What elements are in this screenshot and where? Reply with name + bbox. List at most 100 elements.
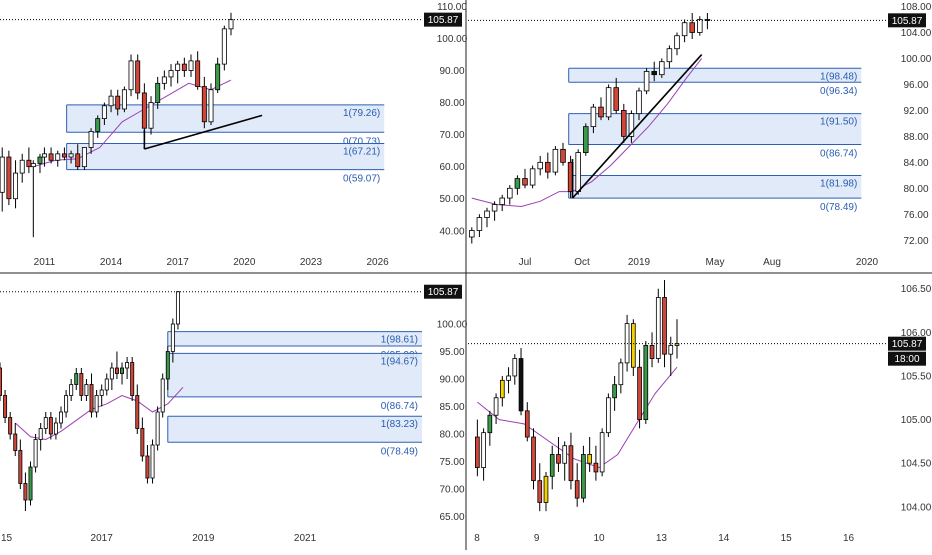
candle <box>598 97 604 121</box>
candle <box>148 96 154 135</box>
candle <box>556 437 561 472</box>
candle-body <box>697 19 703 33</box>
fib-bottom-label: 0(86.74) <box>820 149 857 160</box>
candle-body <box>41 153 47 158</box>
candle <box>537 463 543 512</box>
candle <box>697 16 703 36</box>
candle-body <box>476 217 483 231</box>
fib-zone <box>568 68 862 83</box>
candle <box>43 412 48 434</box>
time-tick-label: 2020 <box>233 257 256 268</box>
candle <box>491 201 498 221</box>
candle-body <box>491 204 498 212</box>
candle <box>674 32 680 56</box>
candle <box>8 412 13 440</box>
candle <box>651 61 657 82</box>
price-tick-label: 105.00 <box>901 415 932 426</box>
candle <box>649 332 655 368</box>
time-axis[interactable]: Jul Oct 2019 May Aug 2020 <box>519 257 879 268</box>
time-tick-label: 2017 <box>167 257 190 268</box>
fib-zone <box>167 416 422 443</box>
panel-top-right[interactable]: 1(98.48) 0(96.34) 1(91.50) 0(86.74) 1(81.98)… <box>468 2 932 268</box>
candle-body <box>108 95 114 107</box>
candle-body <box>643 71 650 92</box>
candle <box>84 379 89 401</box>
candle <box>108 89 114 113</box>
candle <box>476 214 483 238</box>
plot-area: 1(79.26) 0(70.73)1(67.21) 0(59.07) <box>0 12 385 238</box>
candle-body <box>674 35 680 50</box>
time-axis[interactable]: 2011 2014 2017 2020 2023 2026 <box>34 257 389 268</box>
panel-top-left[interactable]: 1(79.26) 0(70.73)1(67.21) 0(59.07) 40.00 50.… <box>0 2 468 268</box>
candle <box>195 51 201 90</box>
candle-body <box>674 343 680 346</box>
candle-body <box>121 89 127 110</box>
price-tick-label: 80.00 <box>903 184 928 195</box>
trend-line[interactable] <box>571 54 703 199</box>
candle <box>101 102 107 125</box>
candle <box>560 142 566 166</box>
candle-body <box>668 345 674 355</box>
candle-body <box>170 323 175 352</box>
price-tick-label: 106.50 <box>901 284 932 295</box>
price-tick-label: 110.00 <box>437 2 467 13</box>
panel-bottom-right[interactable]: 104.00 104.50 105.00 105.50 106.00 106.50 105.… <box>468 280 932 544</box>
time-axis[interactable]: 8 9 10 13 14 15 16 <box>474 533 854 544</box>
time-tick-label: 2019 <box>192 533 215 544</box>
candle <box>145 445 150 484</box>
candle <box>574 463 580 507</box>
price-axis[interactable]: 40.00 50.00 60.00 70.00 80.00 90.00 100.00 110.… <box>437 2 468 237</box>
candle <box>221 25 227 71</box>
candle-body <box>201 86 207 123</box>
candle <box>0 147 5 212</box>
candle-body <box>140 428 145 457</box>
candle <box>41 147 47 167</box>
candle-body <box>181 63 187 71</box>
candle-body <box>61 153 67 158</box>
time-axis[interactable]: 15 2017 2019 2021 <box>1 533 317 544</box>
time-tick-label: Aug <box>763 257 781 268</box>
price-axis[interactable]: 72.00 76.00 80.00 84.00 88.00 92.00 96.00 100.0… <box>901 2 932 247</box>
price-axis[interactable]: 104.00 104.50 105.00 105.50 106.00 106.50 <box>901 284 932 513</box>
candle-body <box>507 187 513 199</box>
countdown-tag-label: 18:00 <box>894 354 919 365</box>
candle <box>23 472 28 511</box>
candle <box>48 412 53 440</box>
candle <box>493 393 499 424</box>
fib-zone <box>66 143 385 170</box>
candle <box>531 428 536 490</box>
candle-body <box>84 384 89 396</box>
candle <box>484 207 490 228</box>
candle <box>37 153 43 174</box>
candle <box>674 319 680 359</box>
candle-body <box>643 345 649 420</box>
panel-bottom-left[interactable]: 1(98.61)0(95.99)1(94.67)0(86.74)1(83.23)… <box>0 284 468 544</box>
candle <box>655 288 661 363</box>
candle <box>215 57 221 93</box>
fib-zone <box>167 331 422 347</box>
countdown-tag <box>888 351 926 366</box>
candle <box>599 428 605 477</box>
candle-body <box>188 60 194 71</box>
candle-body <box>38 428 43 440</box>
candle <box>28 461 33 506</box>
candle <box>613 77 619 114</box>
last-price-tag <box>888 336 926 351</box>
candle-body <box>160 378 165 413</box>
candle-body <box>64 395 69 413</box>
candle-body <box>161 76 167 84</box>
candle <box>48 147 54 164</box>
fib-bottom-label: 0(96.34) <box>820 86 857 97</box>
candle <box>514 175 521 195</box>
candle <box>94 390 99 418</box>
price-axis[interactable]: 65.00 70.00 75.00 80.00 85.00 90.00 95.00 100.0… <box>437 320 468 524</box>
candle <box>38 423 43 451</box>
candle <box>228 12 234 36</box>
trend-line[interactable] <box>144 114 263 150</box>
time-tick-label: 15 <box>781 533 793 544</box>
fib-bottom-label: 0(86.74) <box>381 401 418 412</box>
candle-body <box>75 153 81 168</box>
candle <box>141 83 147 135</box>
candle-body <box>637 366 642 420</box>
candle-body <box>514 178 521 189</box>
